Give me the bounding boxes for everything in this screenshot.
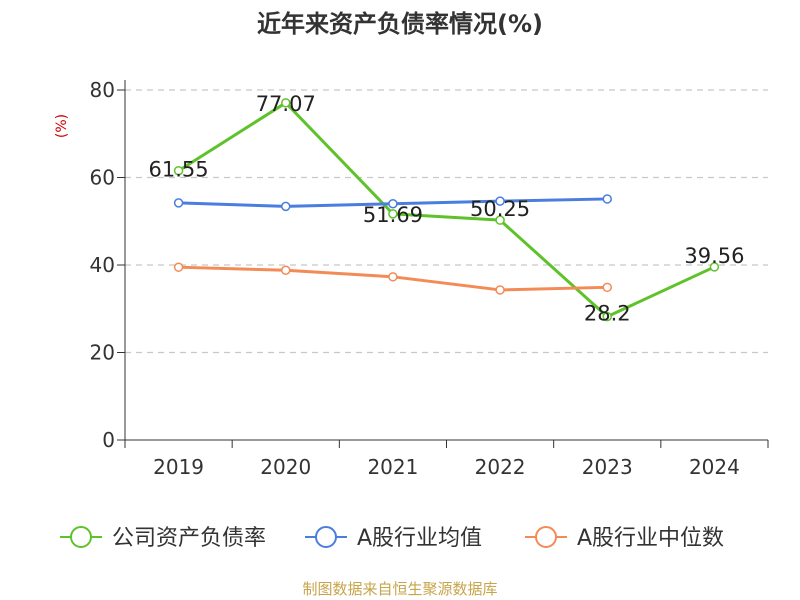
data-point	[709, 262, 720, 272]
y-tick-label: 80	[90, 78, 115, 102]
data-point	[602, 282, 612, 293]
data-point	[388, 199, 398, 209]
y-axis-label: (%)	[54, 114, 70, 138]
data-point	[495, 215, 505, 225]
x-tick-label: 2024	[689, 455, 740, 479]
x-tick-label: 2020	[260, 455, 311, 479]
data-point	[173, 198, 184, 208]
data-point	[602, 311, 612, 322]
source-note: 制图数据来自恒生聚源数据库	[302, 580, 498, 598]
x-tick-label: 2019	[153, 455, 204, 479]
data-label: 39.56	[684, 244, 744, 268]
y-tick-label: 20	[90, 341, 115, 365]
data-point	[281, 201, 291, 212]
data-label: 61.55	[149, 158, 209, 182]
data-point	[495, 196, 505, 206]
x-tick-label: 2022	[475, 455, 526, 479]
data-point	[173, 165, 184, 176]
data-point	[602, 194, 612, 204]
data-point	[281, 98, 291, 108]
y-tick-label: 40	[90, 253, 115, 277]
series-line-0	[177, 101, 716, 319]
chart-title: 近年来资产负债率情况(%)	[257, 10, 543, 38]
data-point	[281, 265, 291, 275]
data-label: 50.25	[470, 197, 530, 221]
legend-swatch-marker	[535, 526, 557, 548]
y-tick-label: 0	[102, 428, 115, 452]
x-tick-label: 2021	[367, 455, 418, 479]
y-tick-label: 60	[90, 166, 115, 190]
legend-swatch-marker	[315, 526, 337, 548]
data-point	[173, 262, 184, 272]
data-point	[388, 209, 398, 219]
data-label: 77.07	[256, 92, 316, 116]
legend-label: 公司资产负债率	[112, 526, 266, 551]
data-point	[388, 272, 398, 282]
data-label: 28.2	[584, 302, 631, 326]
legend-label: A股行业中位数	[577, 526, 724, 551]
data-point	[495, 285, 505, 295]
data-label: 51.69	[363, 203, 423, 227]
legend-label: A股行业均值	[357, 526, 482, 551]
x-tick-label: 2023	[582, 455, 633, 479]
legend-swatch-marker	[70, 526, 92, 548]
